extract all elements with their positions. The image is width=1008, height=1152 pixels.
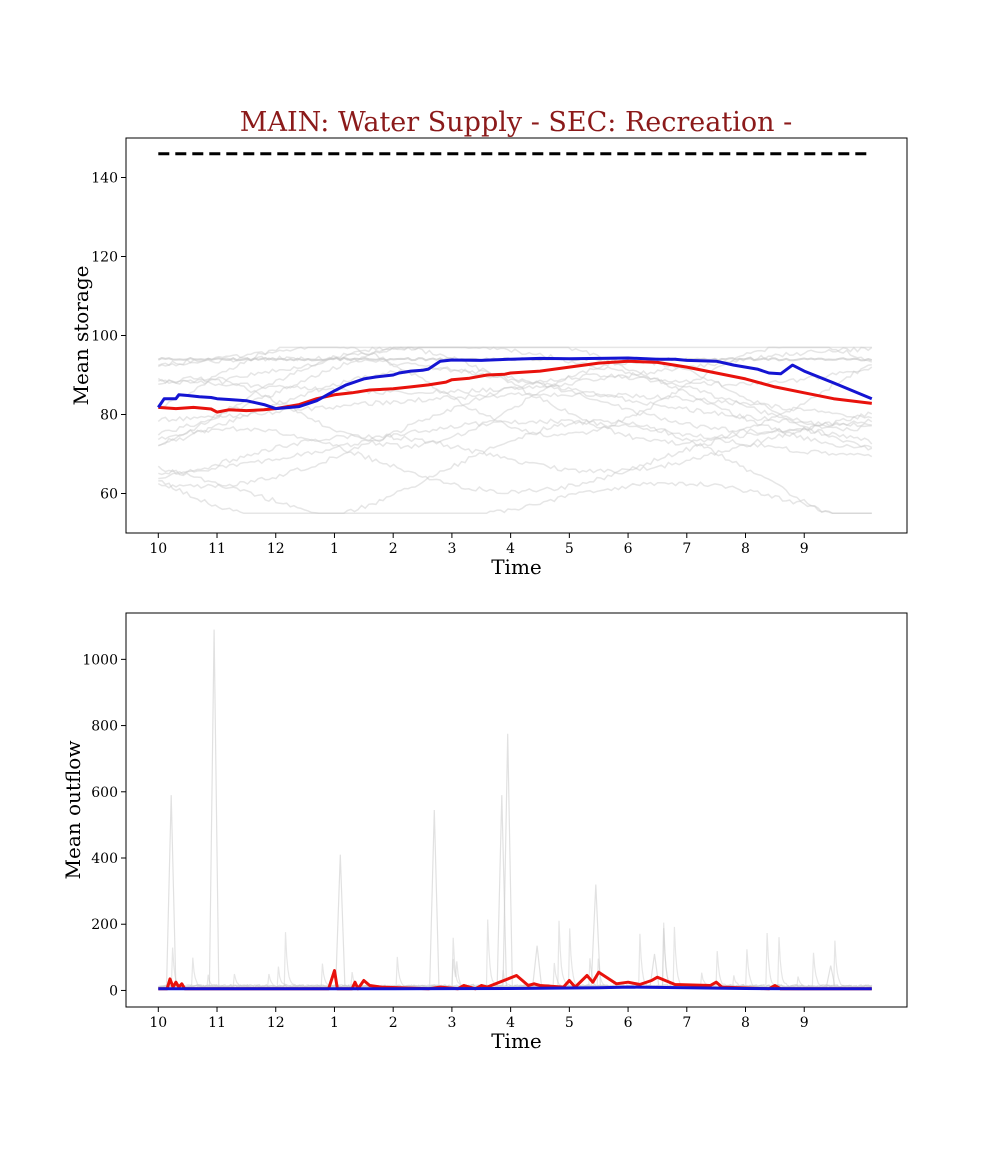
ensemble-trace: [157, 346, 873, 388]
ensemble-trace: [158, 919, 872, 989]
ensemble-spike: [335, 854, 346, 989]
ensemble-spike: [502, 733, 513, 989]
y-tick-label: 800: [91, 719, 118, 735]
y-tick-label: 80: [100, 408, 118, 424]
outflow-y-axis-label: Mean outflow: [61, 741, 85, 880]
outflow-plot-frame: [125, 612, 908, 1008]
blue-series-line: [157, 356, 873, 411]
x-tick-label: 9: [800, 1015, 809, 1031]
ensemble-spike: [590, 884, 602, 989]
ensemble-spike: [531, 945, 543, 989]
ensemble-trace: [158, 366, 873, 447]
storage-y-axis: 60 80 100 120 140: [91, 171, 126, 503]
ensemble-spike: [496, 795, 508, 989]
y-tick-label: 100: [91, 329, 118, 345]
blue-series-line: [158, 985, 872, 991]
ensemble-trace: [158, 359, 872, 450]
ensemble-spike: [429, 809, 440, 989]
x-tick-label: 10: [149, 541, 167, 557]
x-tick-label: 8: [741, 541, 750, 557]
chart-title: MAIN: Water Supply - SEC: Recreation -: [240, 107, 792, 138]
outflow-y-axis: 0 200 400 600 800 1000: [82, 652, 126, 999]
x-tick-label: 11: [208, 1015, 226, 1031]
x-tick-label: 12: [267, 1015, 285, 1031]
x-tick-label: 9: [800, 541, 809, 557]
ensemble-spike: [649, 953, 660, 989]
y-tick-label: 1000: [82, 652, 118, 668]
x-tick-label: 8: [741, 1015, 750, 1031]
x-tick-label: 5: [565, 1015, 574, 1031]
ensemble-trace: [158, 418, 873, 480]
x-tick-label: 4: [506, 1015, 515, 1031]
storage-plot-frame: [125, 137, 908, 534]
ensemble-trace: [158, 418, 872, 515]
ensemble-trace: [158, 957, 873, 989]
ensemble-trace: [158, 928, 873, 989]
y-tick-label: 120: [91, 250, 118, 266]
x-tick-label: 5: [565, 541, 574, 557]
x-tick-label: 2: [389, 1015, 398, 1031]
ensemble-trace: [157, 425, 873, 495]
x-tick-label: 10: [149, 1015, 167, 1031]
storage-y-axis-label: Mean storage: [69, 266, 93, 406]
y-tick-label: 60: [100, 487, 118, 503]
y-tick-label: 140: [91, 171, 118, 187]
ensemble-trace: [157, 346, 873, 451]
storage-x-axis: 10 11 12 1 2 3 4 5 6 7 8 9: [149, 533, 809, 557]
ensemble-spike: [208, 629, 220, 989]
outflow-series: [158, 969, 872, 991]
x-tick-label: 2: [389, 541, 398, 557]
x-tick-label: 12: [267, 541, 285, 557]
outflow-x-axis-label: Time: [491, 1029, 542, 1053]
ensemble-trace: [158, 346, 872, 367]
x-tick-label: 1: [330, 1015, 339, 1031]
ensemble-trace: [158, 346, 872, 447]
y-tick-label: 400: [91, 851, 118, 867]
x-tick-label: 6: [624, 541, 633, 557]
ensemble-trace: [158, 922, 873, 989]
ensemble-trace: [157, 465, 872, 515]
x-tick-label: 6: [624, 1015, 633, 1031]
ensemble-trace: [158, 928, 872, 990]
storage-x-axis-label: Time: [491, 555, 542, 579]
red-series-line: [158, 359, 872, 414]
x-tick-label: 4: [506, 541, 515, 557]
ensemble-trace: [158, 346, 873, 438]
y-tick-label: 200: [91, 917, 118, 933]
ensemble-trace: [157, 355, 872, 428]
outflow-x-axis: 10 11 12 1 2 3 4 5 6 7 8 9: [149, 1007, 809, 1031]
ensemble-trace: [158, 926, 873, 989]
x-tick-label: 1: [330, 541, 339, 557]
y-tick-label: 600: [91, 785, 118, 801]
outflow-ensemble-lines: [158, 629, 873, 990]
ensemble-trace: [158, 418, 873, 476]
ensemble-spike: [825, 965, 836, 989]
storage-series: [157, 152, 873, 414]
ensemble-trace: [157, 391, 873, 423]
x-tick-label: 11: [208, 541, 226, 557]
x-tick-label: 7: [682, 1015, 691, 1031]
x-tick-label: 3: [447, 541, 456, 557]
x-tick-label: 3: [447, 1015, 456, 1031]
ensemble-trace: [157, 373, 873, 489]
x-tick-label: 7: [682, 541, 691, 557]
y-tick-label: 0: [109, 983, 118, 999]
ensemble-spike: [165, 795, 177, 989]
